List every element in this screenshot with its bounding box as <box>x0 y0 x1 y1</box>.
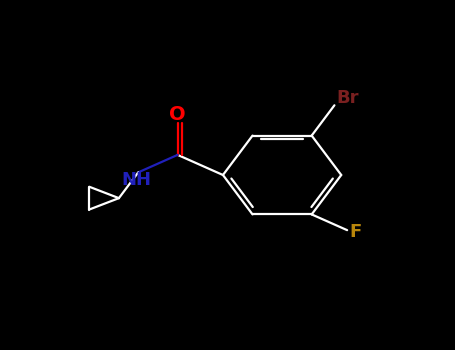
Text: Br: Br <box>337 89 359 107</box>
Text: F: F <box>349 223 362 241</box>
Text: NH: NH <box>121 171 151 189</box>
Text: O: O <box>169 105 186 124</box>
